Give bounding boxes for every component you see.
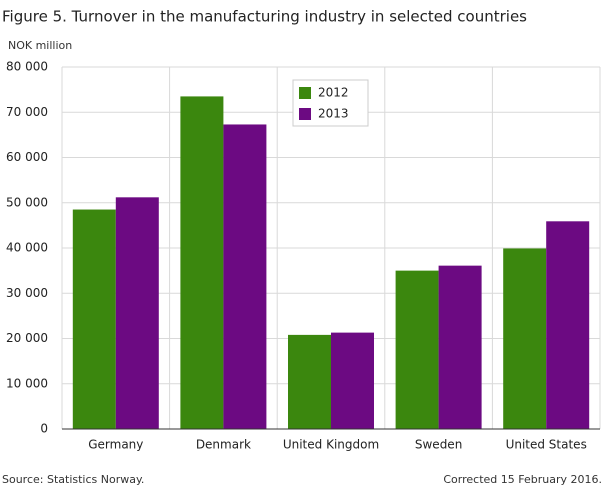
- bar: [115, 197, 159, 429]
- x-tick-label: Denmark: [196, 438, 251, 452]
- y-tick-label: 70 000: [6, 105, 48, 119]
- y-tick-label: 0: [40, 422, 48, 436]
- bar: [331, 332, 374, 429]
- y-tick-label: 50 000: [6, 195, 48, 209]
- x-tick-label: United States: [506, 438, 587, 452]
- chart-title: Figure 5. Turnover in the manufacturing …: [2, 8, 527, 26]
- y-tick-label: 30 000: [6, 286, 48, 300]
- legend-label: 2012: [318, 86, 349, 100]
- bar: [438, 265, 482, 429]
- x-tick-label: Germany: [88, 438, 143, 452]
- bar: [288, 334, 331, 429]
- bar: [546, 221, 590, 429]
- y-tick-label: 40 000: [6, 241, 48, 255]
- note: Corrected 15 February 2016.: [443, 473, 602, 486]
- legend-label: 2013: [318, 107, 349, 121]
- bar: [180, 96, 224, 429]
- y-axis-label: NOK million: [8, 39, 72, 52]
- y-tick-label: 10 000: [6, 376, 48, 390]
- bar: [72, 209, 116, 429]
- legend-swatch: [299, 108, 311, 120]
- bar: [395, 270, 439, 429]
- bar: [223, 124, 267, 429]
- y-tick-label: 20 000: [6, 331, 48, 345]
- x-tick-label: United Kingdom: [283, 438, 379, 452]
- bar: [503, 248, 547, 429]
- x-tick-label: Sweden: [415, 438, 462, 452]
- bar-layer: [72, 96, 590, 429]
- legend-swatch: [299, 87, 311, 99]
- y-tick-label: 60 000: [6, 150, 48, 164]
- source: Source: Statistics Norway.: [2, 473, 144, 486]
- y-tick-label: 80 000: [6, 60, 48, 74]
